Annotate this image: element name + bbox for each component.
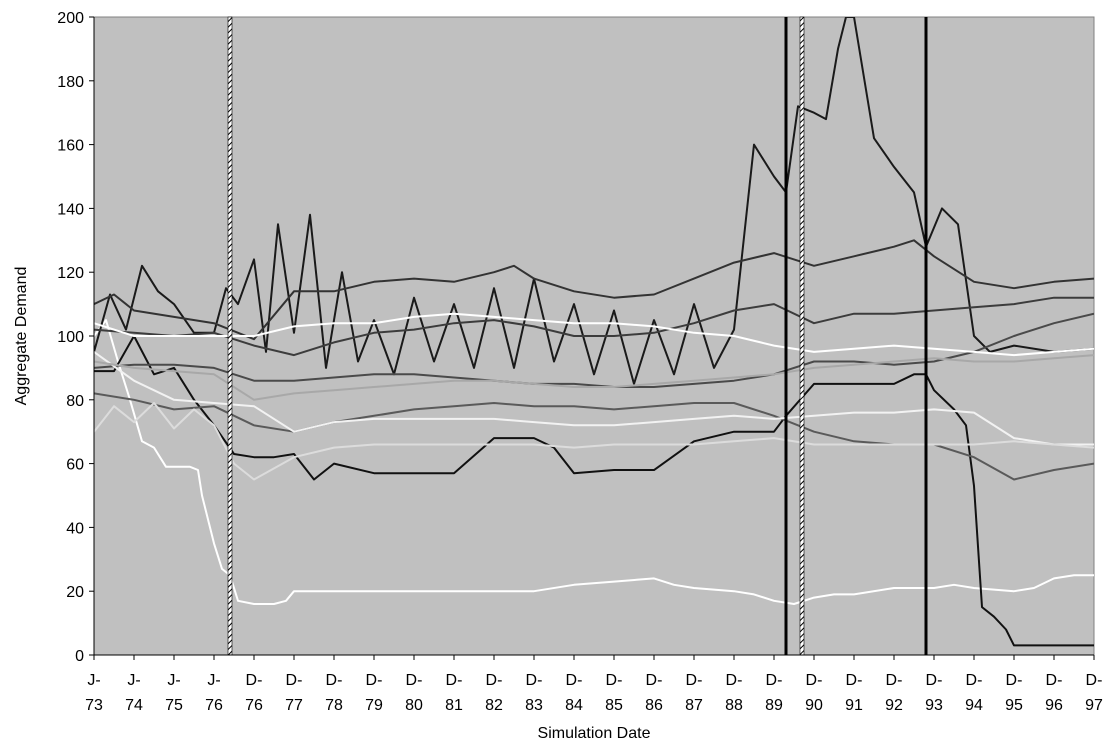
x-tick-label-top: D- xyxy=(686,672,703,689)
x-tick-label-top: D- xyxy=(1046,672,1063,689)
x-tick-label-top: J- xyxy=(207,672,220,689)
vertical-marker-hatched-1 xyxy=(227,16,233,656)
x-tick-label-bottom: 80 xyxy=(405,697,423,714)
x-tick-label-bottom: 89 xyxy=(765,697,783,714)
x-tick-label-top: J- xyxy=(127,672,140,689)
x-tick-label-top: D- xyxy=(806,672,823,689)
x-tick-label-top: D- xyxy=(606,672,623,689)
y-tick-label: 40 xyxy=(66,520,84,537)
y-tick-label: 60 xyxy=(66,457,84,474)
x-tick-label-bottom: 74 xyxy=(125,697,143,714)
x-tick-label-top: D- xyxy=(406,672,423,689)
x-tick-label-bottom: 96 xyxy=(1045,697,1063,714)
y-tick-label: 80 xyxy=(66,393,84,410)
x-tick-label-top: J- xyxy=(87,672,100,689)
x-tick-label-top: D- xyxy=(726,672,743,689)
x-tick-label-top: D- xyxy=(526,672,543,689)
x-tick-label-top: D- xyxy=(886,672,903,689)
x-tick-label-top: D- xyxy=(366,672,383,689)
x-tick-label-bottom: 81 xyxy=(445,697,463,714)
x-tick-label-top: J- xyxy=(167,672,180,689)
x-tick-label-bottom: 92 xyxy=(885,697,903,714)
x-tick-label-bottom: 79 xyxy=(365,697,383,714)
x-tick-label-top: D- xyxy=(486,672,503,689)
x-tick-label-bottom: 83 xyxy=(525,697,543,714)
x-tick-label-top: D- xyxy=(566,672,583,689)
x-tick-label-bottom: 88 xyxy=(725,697,743,714)
y-tick-label: 180 xyxy=(57,74,84,91)
x-tick-label-top: D- xyxy=(926,672,943,689)
x-tick-label-bottom: 76 xyxy=(245,697,263,714)
x-tick-label-top: D- xyxy=(966,672,983,689)
x-axis-title: Simulation Date xyxy=(538,725,651,742)
x-tick-label-bottom: 73 xyxy=(85,697,103,714)
x-tick-label-bottom: 75 xyxy=(165,697,183,714)
x-tick-label-bottom: 95 xyxy=(1005,697,1023,714)
x-tick-label-bottom: 84 xyxy=(565,697,583,714)
x-axis: J- 73 J- 74 J- 75 J- 76 D- 76 D- 77 D- 78 D- 79 D- 80 D- 81… xyxy=(85,654,1103,714)
y-tick-label: 160 xyxy=(57,138,84,155)
y-tick-label: 0 xyxy=(75,648,84,665)
x-tick-label-bottom: 94 xyxy=(965,697,983,714)
x-tick-label-bottom: 82 xyxy=(485,697,503,714)
x-tick-label-bottom: 77 xyxy=(285,697,303,714)
x-tick-label-bottom: 97 xyxy=(1085,697,1103,714)
x-tick-label-top: D- xyxy=(246,672,263,689)
y-axis-title: Aggregate Demand xyxy=(13,267,30,406)
x-tick-label-bottom: 86 xyxy=(645,697,663,714)
series-line-3 xyxy=(94,17,1094,385)
x-tick-label-bottom: 78 xyxy=(325,697,343,714)
x-tick-label-top: D- xyxy=(326,672,343,689)
x-tick-label-top: D- xyxy=(286,672,303,689)
x-tick-label-bottom: 90 xyxy=(805,697,823,714)
x-tick-label-top: D- xyxy=(1006,672,1023,689)
x-tick-label-top: D- xyxy=(446,672,463,689)
vertical-marker-hatched-3 xyxy=(799,16,805,656)
series-line-1 xyxy=(94,319,1094,605)
x-tick-label-top: D- xyxy=(766,672,783,689)
x-tick-label-bottom: 85 xyxy=(605,697,623,714)
y-tick-label: 100 xyxy=(57,329,84,346)
x-tick-label-top: D- xyxy=(846,672,863,689)
x-tick-label-bottom: 76 xyxy=(205,697,223,714)
marker-layer xyxy=(227,16,928,656)
y-tick-label: 20 xyxy=(66,584,84,601)
x-tick-label-top: D- xyxy=(646,672,663,689)
series-line-10 xyxy=(94,402,1094,481)
y-axis: 0 20 40 60 80 100 120 140 160 180 200 xyxy=(57,10,95,665)
x-tick-label-bottom: 87 xyxy=(685,697,703,714)
x-tick-label-bottom: 91 xyxy=(845,697,863,714)
y-tick-label: 200 xyxy=(57,10,84,27)
x-tick-label-top: D- xyxy=(1086,672,1103,689)
y-tick-label: 140 xyxy=(57,201,84,218)
x-tick-label-bottom: 93 xyxy=(925,697,943,714)
y-tick-label: 120 xyxy=(57,265,84,282)
